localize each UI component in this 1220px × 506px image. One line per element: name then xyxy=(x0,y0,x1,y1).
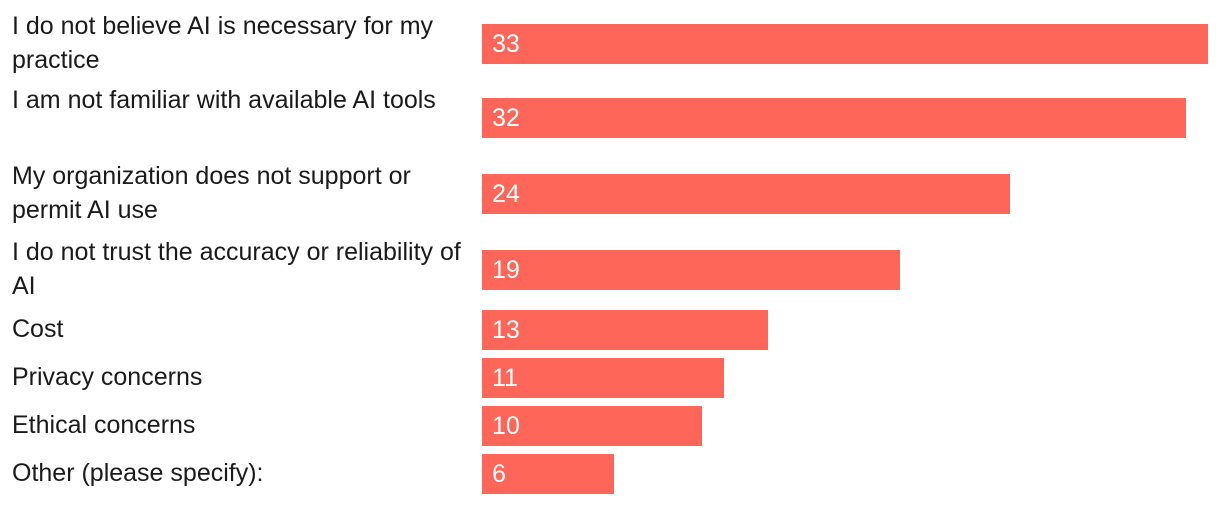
category-label: Privacy concerns xyxy=(12,363,203,391)
category-label: I am not familiar with available AI tool… xyxy=(12,86,436,114)
bar: 13 xyxy=(482,310,768,350)
category-label: Ethical concerns xyxy=(12,411,196,439)
bar: 33 xyxy=(482,24,1208,64)
bar: 11 xyxy=(482,358,724,398)
bar-value-label: 6 xyxy=(492,460,506,488)
bar-value-label: 19 xyxy=(492,256,520,284)
bar-value-label: 11 xyxy=(492,364,518,392)
bar: 6 xyxy=(482,454,614,494)
bar: 19 xyxy=(482,250,900,290)
bar-value-label: 13 xyxy=(492,316,520,344)
category-label: Other (please specify): xyxy=(12,459,264,487)
bar-value-label: 10 xyxy=(492,412,520,440)
category-label: I do not trust the accuracy or reliabili… xyxy=(12,238,461,300)
bar-value-label: 33 xyxy=(492,30,520,58)
category-label: My organization does not support or perm… xyxy=(12,162,411,224)
bar: 10 xyxy=(482,406,702,446)
category-label: I do not believe AI is necessary for my … xyxy=(12,12,434,74)
bar-value-label: 24 xyxy=(492,180,520,208)
bar-value-label: 32 xyxy=(492,104,520,132)
bar: 24 xyxy=(482,174,1010,214)
category-label: Cost xyxy=(12,315,64,343)
bar: 32 xyxy=(482,98,1186,138)
